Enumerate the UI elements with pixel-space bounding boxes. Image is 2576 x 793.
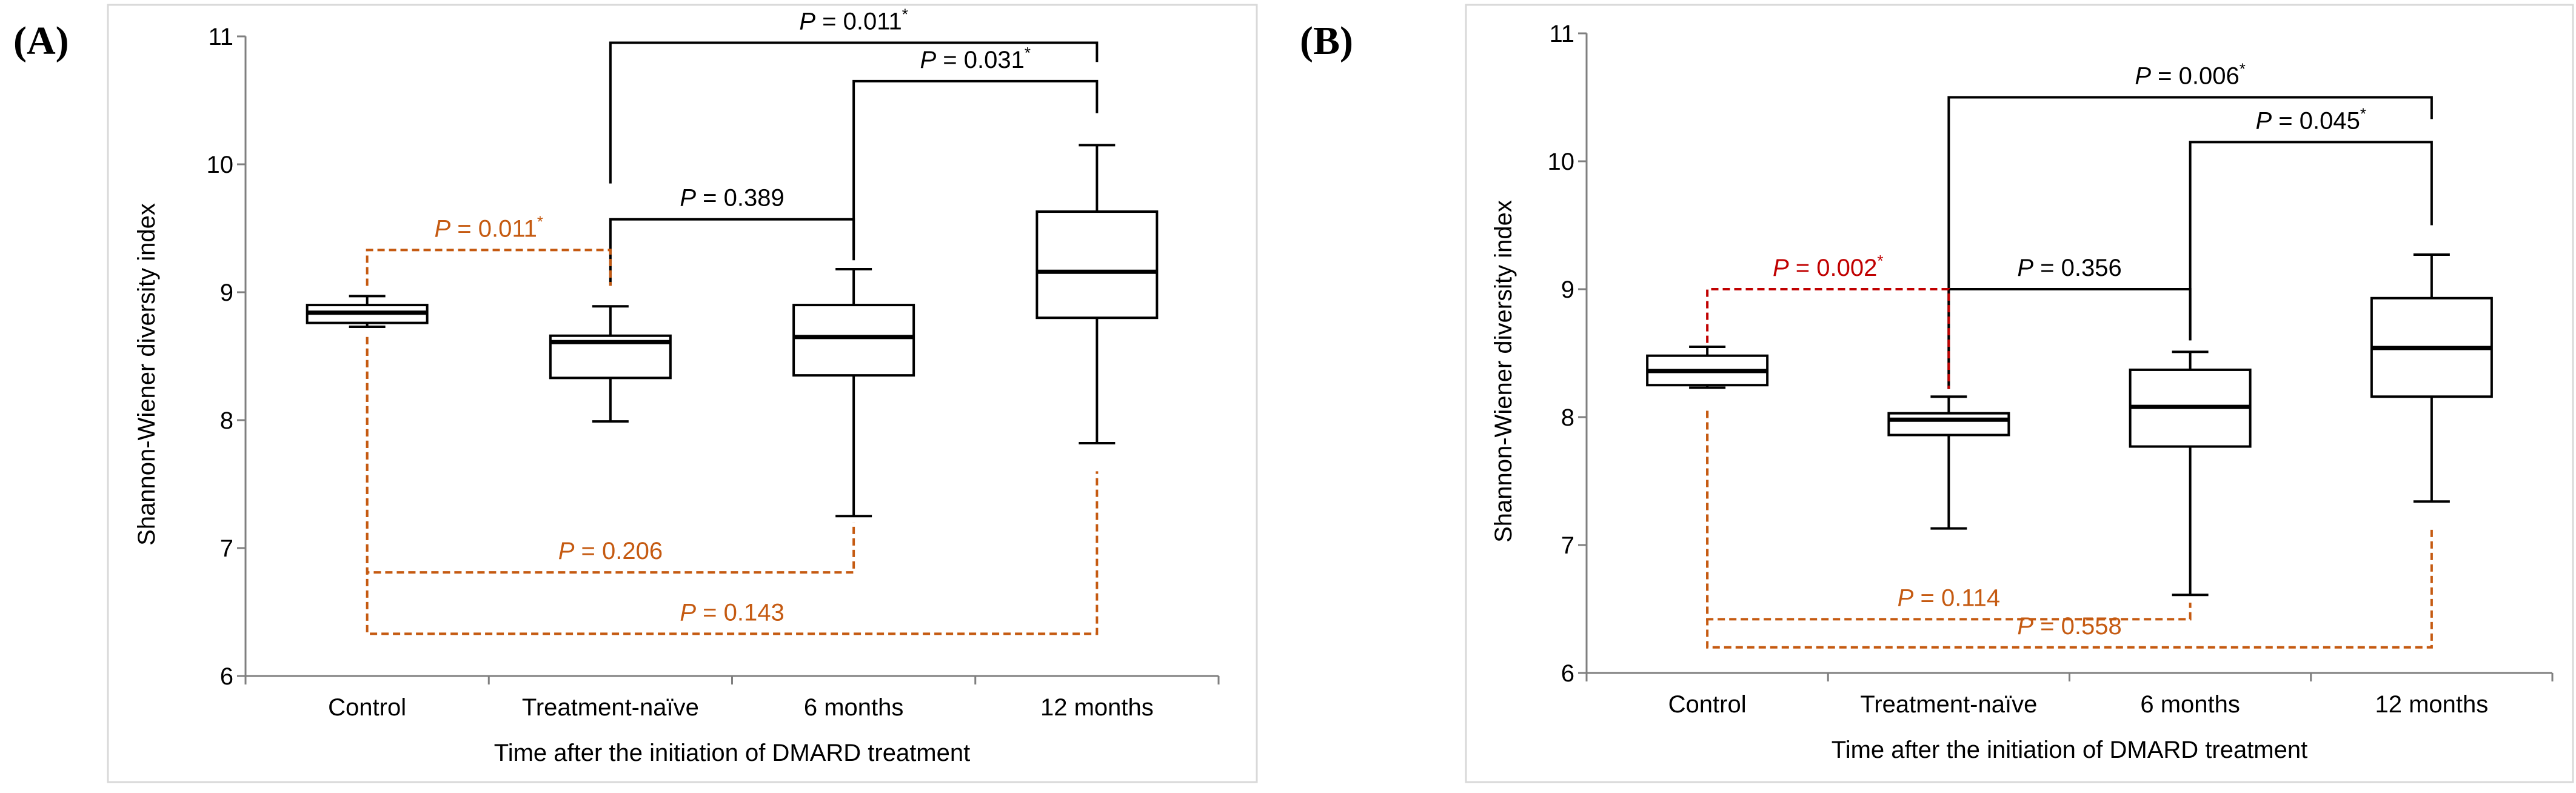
- box-2: [549, 305, 672, 423]
- comparison-1: P = 0.011*: [609, 5, 1099, 184]
- chart-panel-b: 6 7 8 9 10 11 Control Treatment-naïve 6 months 12…: [1465, 4, 2574, 783]
- significance-bracket: [1706, 410, 2433, 649]
- comparison-2: P = 0.031*: [852, 44, 1099, 261]
- box-iqr: [792, 304, 915, 377]
- comparison-6: P = 0.558: [1706, 410, 2433, 649]
- comparison-4: P = 0.011*: [366, 212, 612, 286]
- comparison-3: P = 0.356: [1947, 255, 2192, 389]
- box-3: [2129, 350, 2252, 597]
- significance-bracket: [366, 249, 612, 286]
- box-1: [306, 295, 429, 328]
- box-4: [1035, 144, 1159, 444]
- x-tick-label: 6 months: [804, 694, 904, 721]
- y-tick-label: 10: [207, 152, 234, 178]
- significance-bracket: [2189, 141, 2433, 341]
- p-value-label: P = 0.011*: [434, 212, 543, 242]
- panel-label-b: (B): [1300, 19, 1353, 63]
- box-iqr: [1035, 210, 1159, 320]
- y-tick-label: 11: [1549, 21, 1574, 47]
- p-value-label: P = 0.356: [2017, 255, 2121, 281]
- y-tick-label: 8: [220, 407, 233, 434]
- chart-panel-a: 6 7 8 9 10 11 Control Treatment-naïve 6 months 12…: [107, 4, 1258, 783]
- y-tick-label: 7: [220, 535, 233, 562]
- significance-bracket: [1947, 288, 2192, 389]
- significance-bracket: [1706, 288, 1950, 389]
- x-tick-label: Treatment-naïve: [1860, 691, 2037, 718]
- p-value-label: P = 0.389: [680, 185, 784, 212]
- panel-label-a: (A): [13, 19, 69, 63]
- y-tick-label: 8: [1561, 404, 1574, 431]
- x-axis-title: Time after the initiation of DMARD treat…: [1832, 737, 2307, 763]
- comparison-2: P = 0.045*: [2189, 104, 2433, 341]
- comparison-6: P = 0.143: [366, 336, 1099, 635]
- y-tick-label: 6: [220, 663, 233, 690]
- p-value-label: P = 0.045*: [2256, 104, 2367, 134]
- box-2: [1887, 395, 2010, 530]
- y-axis-title: Shannon-Wiener diversity index: [133, 203, 160, 546]
- x-tick-label: Control: [1668, 691, 1747, 718]
- chart-frame: [107, 4, 1258, 783]
- y-axis-title: Shannon-Wiener diversity index: [1490, 200, 1517, 543]
- significance-bracket: [1947, 96, 2433, 389]
- box-4: [2370, 253, 2493, 503]
- x-axis-title: Time after the initiation of DMARD treat…: [494, 740, 970, 766]
- p-value-label: P = 0.002*: [1773, 252, 1884, 281]
- box-1: [1646, 345, 1769, 389]
- y-tick-label: 7: [1561, 532, 1574, 559]
- box-3: [792, 268, 915, 518]
- y-tick-label: 10: [1548, 149, 1575, 175]
- y-tick-label: 9: [1561, 276, 1574, 303]
- x-tick-label: Treatment-naïve: [522, 694, 699, 721]
- significance-bracket: [852, 79, 1099, 261]
- chart-frame: [1465, 4, 2574, 783]
- y-tick-label: 9: [220, 279, 233, 306]
- p-value-label: P = 0.206: [558, 538, 663, 564]
- p-value-label: P = 0.011*: [799, 5, 908, 35]
- p-value-label: P = 0.558: [2017, 613, 2121, 640]
- significance-bracket: [609, 218, 855, 286]
- comparison-3: P = 0.389: [609, 185, 855, 286]
- p-value-label: P = 0.114: [1898, 584, 2000, 611]
- p-value-label: P = 0.006*: [2135, 60, 2246, 90]
- p-value-label: P = 0.031*: [920, 44, 1031, 73]
- x-tick-label: 6 months: [2140, 691, 2240, 718]
- comparison-4: P = 0.002*: [1706, 252, 1950, 389]
- box-iqr: [1887, 412, 2010, 437]
- comparison-1: P = 0.006*: [1947, 60, 2433, 389]
- x-tick-label: Control: [328, 694, 406, 721]
- x-tick-label: 12 months: [1040, 694, 1154, 721]
- y-tick-label: 6: [1561, 660, 1574, 687]
- x-tick-label: 12 months: [2375, 691, 2488, 718]
- y-tick-label: 11: [208, 24, 233, 50]
- significance-bracket: [609, 41, 1099, 184]
- significance-bracket: [366, 336, 1099, 635]
- p-value-label: P = 0.143: [680, 599, 784, 626]
